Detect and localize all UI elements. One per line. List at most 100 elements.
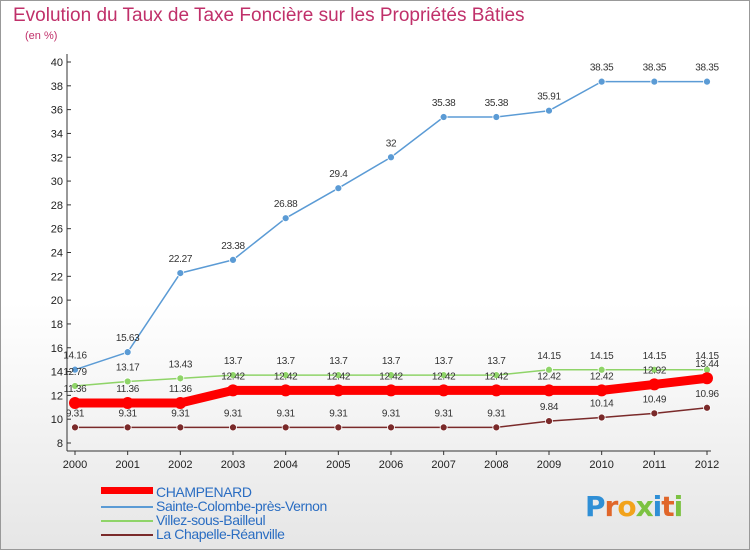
brand-letter: o — [617, 490, 636, 523]
data-label: 12.42 — [590, 371, 614, 382]
data-label: 12.92 — [643, 365, 667, 376]
data-point — [71, 365, 79, 374]
data-label: 12.42 — [379, 371, 403, 382]
data-label: 9.31 — [487, 408, 506, 419]
data-point — [439, 113, 448, 121]
data-point — [545, 106, 553, 115]
y-tick-label: 34 — [51, 128, 63, 140]
data-point — [701, 372, 713, 385]
brand-logo: Proxiti — [585, 490, 684, 523]
data-label: 9.31 — [66, 408, 85, 419]
data-point — [387, 423, 395, 432]
data-point — [387, 153, 395, 162]
data-label: 9.31 — [382, 408, 401, 419]
brand-letter: i — [652, 490, 663, 523]
data-label: 9.31 — [435, 408, 454, 419]
data-point — [492, 423, 501, 432]
data-label: 11.36 — [169, 384, 193, 395]
y-tick-label: 12 — [51, 390, 63, 402]
x-tick-label: 2012 — [695, 459, 719, 471]
y-tick-label: 32 — [51, 152, 63, 164]
data-label: 26.88 — [274, 199, 298, 210]
data-point — [597, 77, 606, 86]
data-label: 9.31 — [329, 408, 348, 419]
y-tick-label: 40 — [51, 57, 63, 69]
data-label: 38.35 — [590, 63, 614, 74]
data-label: 9.84 — [540, 402, 559, 413]
y-tick-label: 14 — [51, 367, 63, 379]
x-tick-label: 2008 — [484, 459, 508, 471]
data-label: 11.36 — [116, 384, 140, 395]
y-tick-label: 8 — [57, 438, 63, 450]
data-label: 13.7 — [435, 356, 454, 367]
data-label: 9.31 — [277, 408, 296, 419]
data-label: 13.43 — [169, 359, 193, 370]
brand-letter: r — [604, 490, 619, 523]
legend-label-sainte-colombe: Sainte-Colombe-près-Vernon — [156, 498, 327, 514]
data-label: 14.16 — [63, 351, 87, 362]
data-label: 12.42 — [327, 371, 351, 382]
data-point — [597, 365, 606, 374]
data-point — [385, 384, 397, 397]
legend-label-villez: Villez-sous-Bailleul — [156, 512, 266, 528]
data-label: 9.31 — [171, 408, 190, 419]
legend-swatch-la-chapelle — [101, 534, 153, 536]
data-point — [123, 348, 132, 357]
data-label: 12.42 — [274, 371, 298, 382]
y-tick-label: 26 — [51, 224, 63, 236]
brand-letter: x — [635, 490, 654, 523]
data-label: 14.15 — [590, 351, 614, 362]
data-label: 13.17 — [116, 362, 140, 373]
data-label: 35.38 — [485, 98, 509, 109]
chart-title: Evolution du Taux de Taxe Foncière sur l… — [13, 5, 525, 26]
y-tick-label: 10 — [51, 414, 63, 426]
data-point — [545, 417, 553, 425]
data-label: 13.7 — [224, 356, 243, 367]
data-label: 38.35 — [643, 63, 667, 74]
x-tick-label: 2010 — [589, 459, 613, 471]
data-point — [334, 184, 343, 193]
data-label: 12.42 — [432, 371, 456, 382]
x-tick-label: 2002 — [168, 459, 192, 471]
data-label: 15.63 — [116, 333, 140, 344]
data-label: 35.91 — [537, 92, 561, 103]
data-point — [650, 365, 659, 374]
data-point — [334, 423, 343, 432]
data-point — [229, 371, 237, 380]
data-label: 35.38 — [432, 98, 456, 109]
data-label: 14.15 — [695, 351, 719, 362]
data-point — [439, 371, 448, 380]
data-point — [176, 423, 185, 432]
data-point — [650, 77, 659, 86]
y-tick-label: 18 — [51, 319, 63, 331]
data-label: 9.31 — [119, 408, 138, 419]
y-tick-label: 22 — [51, 271, 63, 283]
data-label: 22.27 — [169, 254, 193, 265]
data-point — [121, 396, 134, 409]
data-point — [492, 371, 501, 380]
data-label: 10.49 — [643, 394, 667, 405]
data-point — [281, 214, 290, 223]
brand-letter: i — [673, 490, 684, 523]
data-point — [492, 113, 501, 121]
data-point — [490, 384, 503, 397]
data-point — [597, 413, 606, 422]
x-tick-label: 2001 — [115, 459, 139, 471]
brand-letter: t — [661, 490, 674, 523]
data-point — [595, 384, 608, 397]
unit-label: (en %) — [25, 30, 58, 42]
y-tick-label: 20 — [51, 295, 63, 307]
data-point — [174, 396, 187, 409]
data-point — [176, 269, 185, 277]
x-tick-label: 2000 — [63, 459, 87, 471]
x-tick-label: 2003 — [221, 459, 245, 471]
data-label: 10.14 — [590, 399, 614, 410]
x-tick-label: 2009 — [537, 459, 561, 471]
data-point — [387, 371, 395, 380]
data-point — [703, 77, 711, 86]
data-label: 12.79 — [63, 367, 87, 378]
data-label: 29.4 — [329, 169, 348, 180]
legend-swatch-villez — [101, 520, 153, 522]
data-point — [227, 384, 239, 397]
data-label: 9.31 — [224, 408, 243, 419]
